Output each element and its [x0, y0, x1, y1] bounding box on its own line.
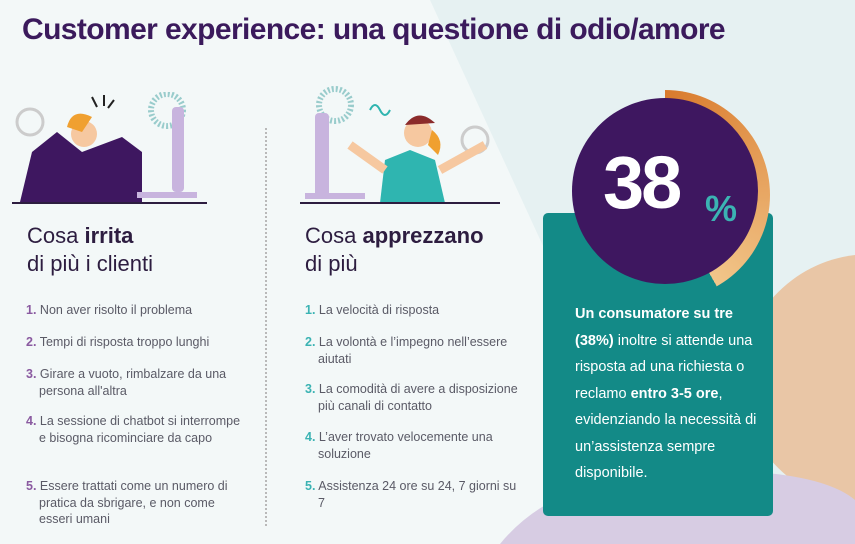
item-number: 3. [26, 367, 37, 381]
item-number: 2. [305, 335, 316, 349]
item-number: 5. [305, 479, 316, 493]
heading-text: di più [305, 251, 358, 276]
stat-circle [572, 98, 758, 284]
list-item: 5. Essere trattati come un numero di pra… [26, 478, 241, 528]
list-item: 4. L’aver trovato velocemente una soluzi… [305, 429, 520, 462]
item-text: Non aver risolto il problema [39, 303, 193, 317]
item-number: 2. [26, 335, 37, 349]
item-text: La velocità di risposta [318, 303, 440, 317]
list-item: 2. La volontà e l’impegno nell’essere ai… [305, 334, 520, 367]
stat-description: Un consumatore su tre (38%) inoltre si a… [575, 301, 765, 487]
item-text: Tempi di risposta troppo lunghi [39, 335, 210, 349]
item-number: 4. [305, 430, 316, 444]
item-number: 3. [305, 382, 316, 396]
stat-text: , evidenziando la necessità di un’assist… [575, 385, 757, 482]
heading-text: di più i clienti [27, 251, 153, 276]
list-item: 1. Non aver risolto il problema [26, 302, 241, 319]
stat-value: 38 [603, 141, 682, 224]
right-heading: Cosa apprezzano di più [305, 222, 484, 278]
frustrated-person-illustration [12, 92, 207, 204]
item-text: Essere trattati come un numero di pratic… [39, 479, 228, 526]
happy-person-illustration [300, 86, 500, 204]
stat-text: inoltre si attende una risposta ad una r… [575, 332, 753, 402]
item-text: La volontà e l’impegno nell’essere aiuta… [318, 335, 508, 366]
list-item: 4. La sessione di chatbot si interrompe … [26, 413, 241, 446]
item-text: Assistenza 24 ore su 24, 7 giorni su 7 [318, 479, 517, 510]
item-text: La comodità di avere a disposizione più … [318, 382, 518, 413]
page-title: Customer experience: una questione di od… [22, 13, 726, 46]
item-text: La sessione di chatbot si interrompe e b… [39, 414, 241, 445]
stat-text-emphasis: entro 3-5 ore [630, 385, 719, 402]
column-divider [265, 128, 267, 526]
item-number: 1. [305, 303, 316, 317]
stat-text-emphasis: Un consumatore su tre (38%) [575, 306, 733, 349]
item-number: 4. [26, 414, 37, 428]
list-item: 5. Assistenza 24 ore su 24, 7 giorni su … [305, 478, 520, 511]
list-item: 2. Tempi di risposta troppo lunghi [26, 334, 241, 351]
stat-unit: % [705, 188, 738, 229]
item-text: L’aver trovato velocemente una soluzione [318, 430, 493, 461]
left-heading: Cosa irrita di più i clienti [27, 222, 153, 278]
list-item: 3. Girare a vuoto, rimbalzare da una per… [26, 366, 241, 399]
item-number: 5. [26, 479, 37, 493]
item-text: Girare a vuoto, rimbalzare da una person… [39, 367, 227, 398]
list-item: 1. La velocità di risposta [305, 302, 520, 319]
heading-text: Cosa [27, 223, 85, 248]
list-item: 3. La comodità di avere a disposizione p… [305, 381, 520, 414]
heading-text: Cosa [305, 223, 363, 248]
heading-emphasis: apprezzano [362, 223, 484, 248]
heading-emphasis: irrita [84, 223, 134, 248]
item-number: 1. [26, 303, 37, 317]
